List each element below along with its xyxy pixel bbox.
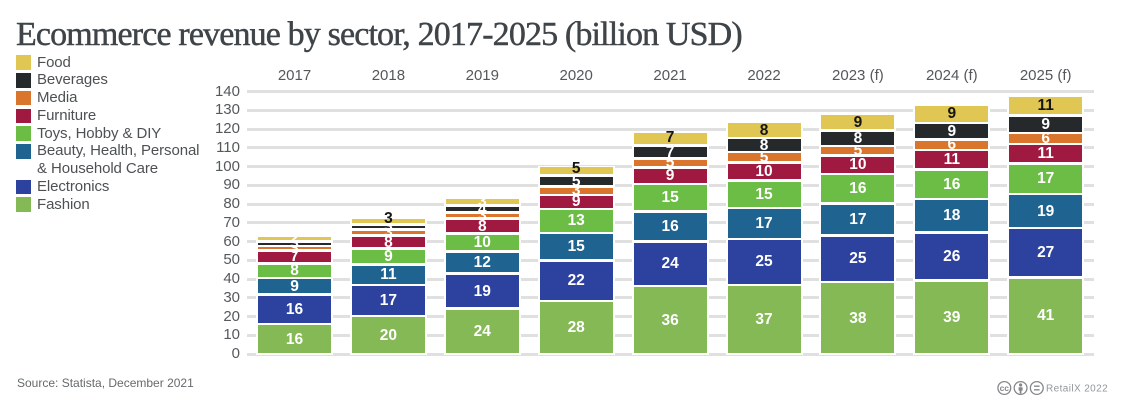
svg-text:cc: cc: [1000, 383, 1010, 393]
svg-text:RetailX 2022: RetailX 2022: [1046, 383, 1108, 394]
